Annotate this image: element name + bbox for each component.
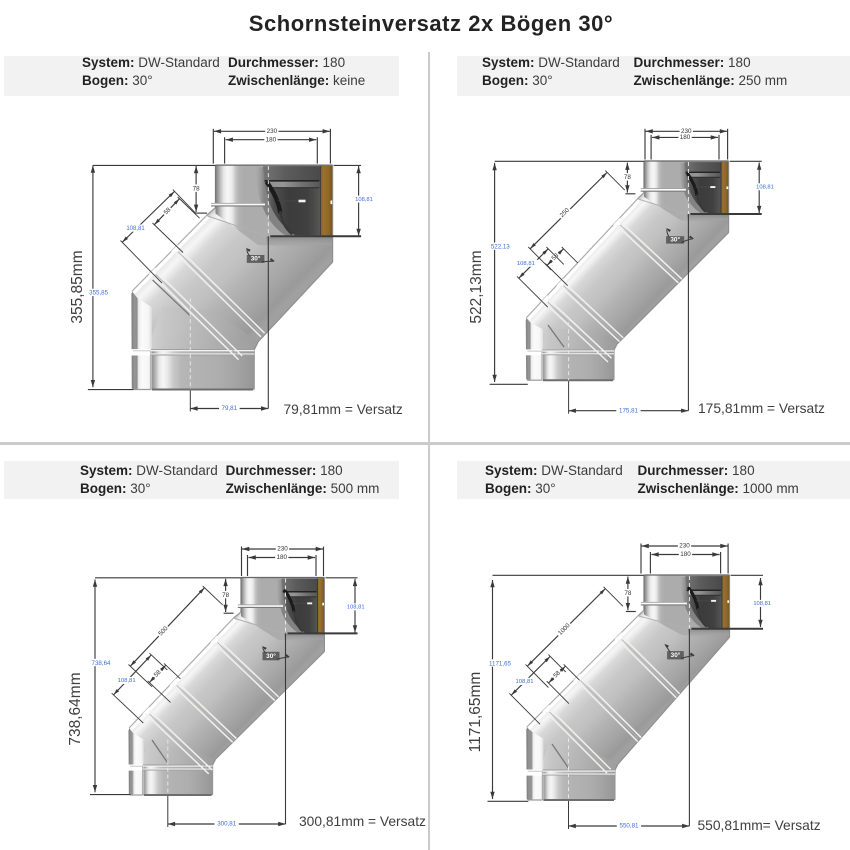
svg-text:30°: 30° xyxy=(671,651,681,659)
svg-text:175,81: 175,81 xyxy=(619,407,638,414)
svg-text:78: 78 xyxy=(193,185,201,192)
svg-text:180: 180 xyxy=(680,134,691,141)
svg-text:108,81: 108,81 xyxy=(355,197,373,203)
svg-text:522,13: 522,13 xyxy=(491,244,510,251)
svg-text:78: 78 xyxy=(222,592,230,599)
svg-text:230: 230 xyxy=(267,128,278,135)
svg-text:58: 58 xyxy=(550,252,560,262)
svg-text:58: 58 xyxy=(163,206,173,216)
svg-text:108,81: 108,81 xyxy=(126,226,145,232)
svg-text:230: 230 xyxy=(679,543,690,550)
svg-text:78: 78 xyxy=(624,590,632,597)
svg-text:180: 180 xyxy=(680,551,691,558)
svg-text:1171,65: 1171,65 xyxy=(489,660,511,667)
svg-text:78: 78 xyxy=(624,174,632,181)
svg-text:108,81: 108,81 xyxy=(347,605,365,611)
svg-text:108,81: 108,81 xyxy=(517,261,535,267)
svg-text:108,81: 108,81 xyxy=(756,185,774,191)
svg-text:230: 230 xyxy=(277,546,288,553)
svg-text:355,85: 355,85 xyxy=(89,290,108,297)
svg-text:30°: 30° xyxy=(251,255,261,263)
svg-text:230: 230 xyxy=(681,128,692,135)
svg-text:30°: 30° xyxy=(670,236,680,244)
svg-text:300,81: 300,81 xyxy=(217,821,236,828)
svg-text:180: 180 xyxy=(266,136,277,143)
svg-text:180: 180 xyxy=(277,554,288,561)
svg-text:79,81: 79,81 xyxy=(222,405,238,412)
svg-text:550,81: 550,81 xyxy=(620,823,639,830)
svg-text:108,81: 108,81 xyxy=(753,601,771,607)
svg-text:58: 58 xyxy=(552,669,562,679)
svg-text:738,64: 738,64 xyxy=(92,660,111,667)
svg-text:108,81: 108,81 xyxy=(515,679,533,685)
svg-text:58: 58 xyxy=(153,668,163,678)
svg-text:30°: 30° xyxy=(266,652,276,660)
svg-text:108,81: 108,81 xyxy=(118,678,136,684)
